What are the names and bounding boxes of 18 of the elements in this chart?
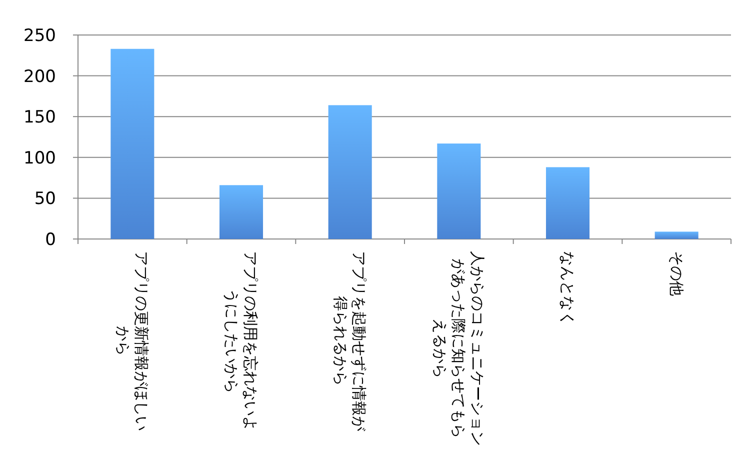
y-tick-label: 200	[24, 66, 56, 87]
bar	[328, 105, 372, 239]
x-tick-label: 人からのコミュニケーションがあった際に知らせてもらえるから	[430, 251, 486, 446]
x-tick-label: アプリの更新情報がほしいから	[114, 251, 151, 431]
x-tick-label: アプリを起動せずに情報が得られるから	[331, 251, 368, 432]
bar	[546, 167, 590, 239]
y-tick-label: 100	[24, 148, 56, 168]
x-tick-label: その他	[667, 251, 686, 296]
bar	[437, 144, 481, 239]
x-tick-label: アプリの利用を忘れないようにしたいから	[222, 251, 260, 431]
bar	[110, 48, 154, 239]
y-tick-label: 150	[24, 108, 56, 128]
y-tick-label: 50	[34, 189, 56, 210]
bar	[219, 185, 264, 239]
y-tick-label: 0	[45, 230, 56, 250]
x-tick-label: なんとなく	[558, 251, 576, 326]
y-tick-label: 250	[24, 26, 56, 46]
bar	[654, 232, 698, 239]
